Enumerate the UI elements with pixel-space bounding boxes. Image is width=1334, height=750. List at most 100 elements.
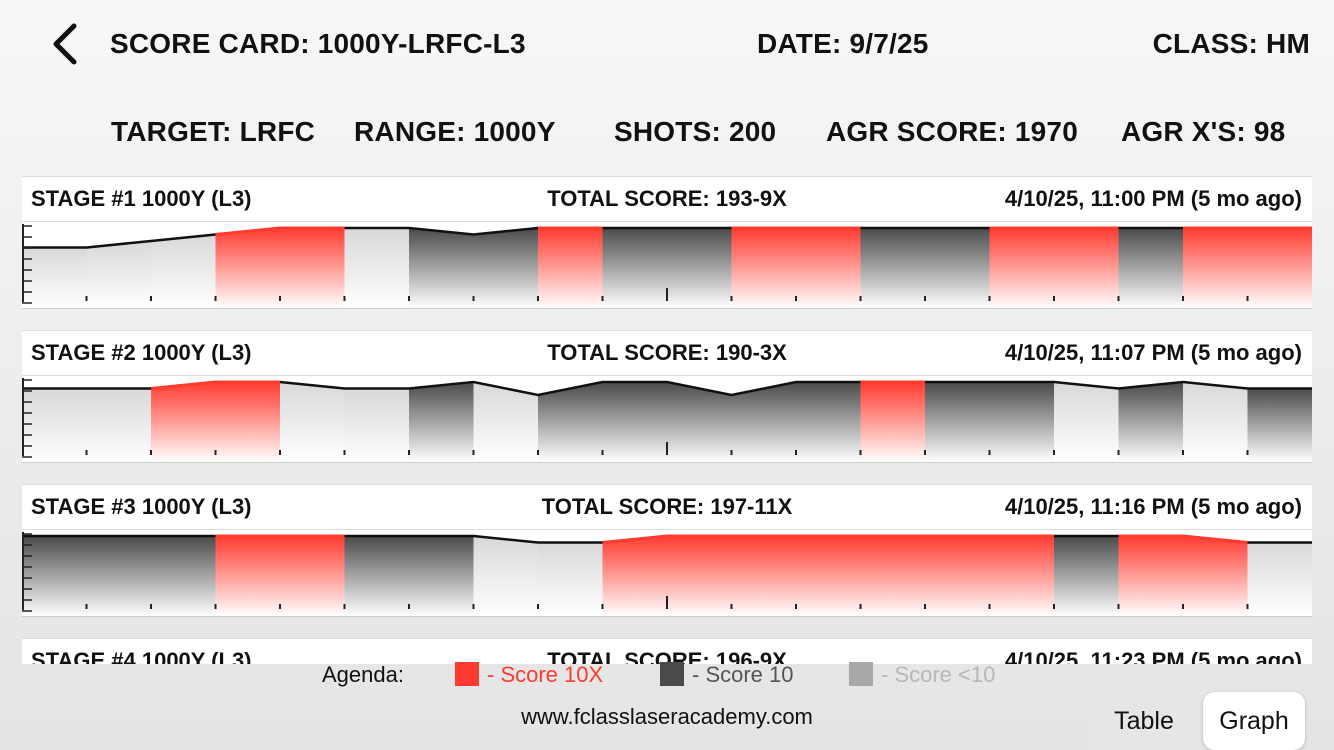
shot-bar <box>860 228 925 308</box>
shot-bar <box>602 382 667 462</box>
back-chevron-icon[interactable] <box>44 22 88 66</box>
shot-bar <box>280 536 345 616</box>
shot-bar <box>1183 228 1248 308</box>
stage-title: STAGE #3 1000Y (L3) <box>31 494 252 519</box>
shot-bar <box>602 228 667 308</box>
shot-bar <box>860 536 925 616</box>
shot-bar <box>538 382 603 462</box>
x-highlight <box>1182 534 1248 544</box>
stage-total-score: TOTAL SCORE: 197-11X <box>541 494 793 519</box>
stage-timestamp: 4/10/25, 11:16 PM (5 mo ago) <box>1004 494 1302 519</box>
stage-shot-graph <box>22 221 1312 308</box>
x-highlight <box>215 226 281 236</box>
shot-bar <box>86 536 151 616</box>
content-area: SCORE CARD: 1000Y-LRFC-L3 DATE: 9/7/25 C… <box>22 22 1312 664</box>
shot-bar <box>796 382 861 462</box>
shot-bar <box>1247 542 1312 616</box>
shot-bar <box>989 536 1054 616</box>
shooter-class: CLASS: HM <box>1152 28 1310 59</box>
shot-bar <box>989 382 1054 462</box>
view-toggle: Table Graph <box>1087 688 1310 750</box>
shot-bar <box>860 382 925 462</box>
stage-timestamp: 4/10/25, 11:00 PM (5 mo ago) <box>1004 186 1302 211</box>
shot-bar <box>538 542 603 616</box>
agr-score-info: AGR SCORE: 1970 <box>826 116 1078 147</box>
shot-bar <box>1118 228 1183 308</box>
stage-card-1[interactable]: STAGE #1 1000Y (L3) TOTAL SCORE: 193-9X … <box>22 176 1312 309</box>
shot-bar <box>796 536 861 616</box>
shot-bar <box>1247 228 1312 308</box>
stage-card-4[interactable]: STAGE #4 1000Y (L3) TOTAL SCORE: 196-9X … <box>22 638 1312 664</box>
shot-bar <box>215 536 280 616</box>
shot-bar <box>151 536 216 616</box>
shot-bar <box>344 228 409 308</box>
shot-bar <box>22 247 87 308</box>
shot-bar <box>989 228 1054 308</box>
shot-bar <box>86 388 151 462</box>
stage-title: STAGE #1 1000Y (L3) <box>31 186 252 211</box>
agr-x-info: AGR X'S: 98 <box>1121 116 1286 147</box>
shot-bar <box>538 228 603 308</box>
stage-shot-graph <box>22 529 1312 616</box>
shot-bar <box>409 228 474 308</box>
shot-bar <box>667 536 732 616</box>
legend-text-below10: - Score <10 <box>881 662 996 687</box>
legend-item-10: - Score 10 <box>660 662 794 688</box>
legend-text-10x: - Score 10X <box>487 662 604 687</box>
shot-bar <box>1054 228 1119 308</box>
shot-bar <box>1183 382 1248 462</box>
tab-table[interactable]: Table <box>1114 707 1174 735</box>
shot-bar <box>473 536 538 616</box>
legend-swatch-light <box>849 662 873 687</box>
stage-timestamp: 4/10/25, 11:07 PM (5 mo ago) <box>1004 340 1302 365</box>
shot-bar <box>667 228 732 308</box>
shot-bar <box>409 382 474 462</box>
shot-bar <box>1247 388 1312 462</box>
shot-bar <box>215 228 280 308</box>
range-info: RANGE: 1000Y <box>354 116 556 147</box>
shot-bar <box>280 382 345 462</box>
stage-card-2[interactable]: STAGE #2 1000Y (L3) TOTAL SCORE: 190-3X … <box>22 330 1312 463</box>
shot-bar <box>409 536 474 616</box>
legend-label: Agenda: <box>322 662 404 687</box>
shot-bar <box>280 228 345 308</box>
score-date: DATE: 9/7/25 <box>757 28 929 59</box>
shot-bar <box>1118 382 1183 462</box>
website-link[interactable]: www.fclasslaseracademy.com <box>521 704 813 729</box>
shot-bar <box>344 536 409 616</box>
shot-bar <box>1183 536 1248 616</box>
legend-text-10: - Score 10 <box>692 662 794 687</box>
x-highlight <box>602 534 668 544</box>
tab-graph[interactable]: Graph <box>1203 692 1305 750</box>
shot-bar <box>1118 536 1183 616</box>
legend-item-10x: - Score 10X <box>455 662 603 688</box>
stage-total-score: TOTAL SCORE: 193-9X <box>547 186 787 211</box>
shot-bar <box>925 228 990 308</box>
stage-total-score: TOTAL SCORE: 196-9X <box>547 648 787 664</box>
stage-total-score: TOTAL SCORE: 190-3X <box>547 340 787 365</box>
shot-bar <box>22 536 87 616</box>
x-highlight <box>150 380 216 390</box>
shot-bar <box>796 228 861 308</box>
shot-bar <box>473 228 538 308</box>
shot-bar <box>731 228 796 308</box>
shot-bar <box>1054 536 1119 616</box>
stage-card-3[interactable]: STAGE #3 1000Y (L3) TOTAL SCORE: 197-11X… <box>22 484 1312 617</box>
legend-swatch-red <box>455 662 479 687</box>
shot-bar <box>473 382 538 462</box>
shot-bar <box>1054 382 1119 462</box>
shot-bar <box>86 241 151 308</box>
shot-bar <box>151 234 216 308</box>
shot-bar <box>344 388 409 462</box>
page-title: SCORE CARD: 1000Y-LRFC-L3 <box>110 28 526 59</box>
shot-bar <box>151 382 216 462</box>
legend-item-below10: - Score <10 <box>849 662 995 688</box>
stage-title: STAGE #4 1000Y (L3) <box>31 648 252 664</box>
shot-bar <box>731 382 796 462</box>
stage-timestamp: 4/10/25, 11:23 PM (5 mo ago) <box>1004 648 1302 664</box>
shot-bar <box>925 536 990 616</box>
shot-bar <box>925 382 990 462</box>
shot-bar <box>667 382 732 462</box>
stage-title: STAGE #2 1000Y (L3) <box>31 340 252 365</box>
stage-shot-graph <box>22 375 1312 462</box>
